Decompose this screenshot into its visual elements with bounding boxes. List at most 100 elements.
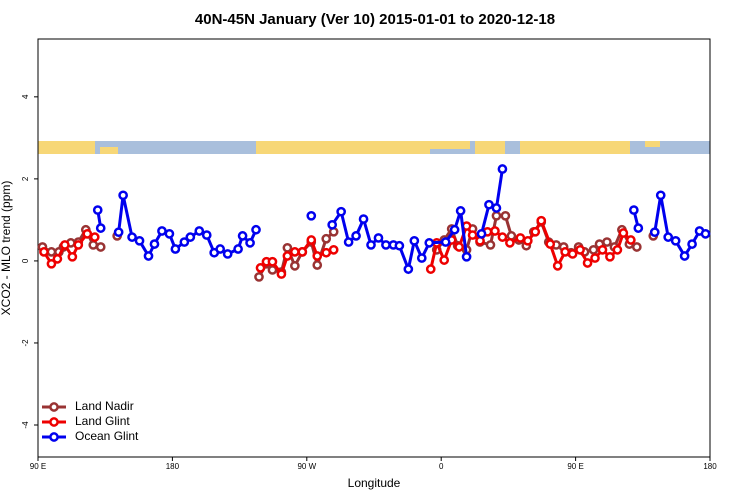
x-tick-label: 90 E [30, 462, 46, 471]
data-point [89, 232, 100, 242]
data-point [490, 226, 500, 236]
data-point [222, 249, 233, 259]
data-point [631, 242, 642, 252]
data-point [381, 240, 391, 250]
legend-marker [49, 432, 59, 442]
data-point [73, 240, 84, 250]
data-point [306, 235, 317, 245]
data-point [522, 235, 533, 246]
data-point [605, 251, 615, 262]
data-point [321, 247, 332, 258]
data-point [425, 264, 436, 274]
data-point [92, 205, 103, 215]
data-point [505, 238, 515, 248]
data-point [567, 249, 578, 259]
data-point [237, 231, 248, 241]
legend-marker [49, 417, 59, 427]
data-point [328, 244, 339, 255]
data-point [663, 232, 674, 242]
data-point [170, 244, 181, 254]
data-point [497, 232, 508, 242]
data-point [321, 233, 332, 244]
data-point [60, 240, 70, 250]
data-point [467, 230, 478, 240]
data-point [276, 269, 287, 279]
x-tick-label: 180 [166, 462, 180, 471]
data-point [590, 253, 600, 263]
y-tick-label: -4 [21, 421, 30, 429]
data-point [127, 232, 137, 242]
data-point [602, 237, 612, 247]
data-point [312, 260, 323, 270]
data-point [394, 240, 405, 251]
data-point [251, 224, 261, 235]
data-point [476, 228, 487, 239]
data-point [297, 247, 308, 257]
data-point [88, 240, 99, 250]
data-point [290, 260, 300, 271]
data-point [255, 263, 266, 273]
legend-label: Land Nadir [75, 399, 134, 413]
data-point [366, 240, 376, 250]
data-point [282, 242, 293, 253]
x-axis-label: Longitude [348, 476, 401, 490]
data-point [290, 247, 300, 257]
data-point [449, 224, 460, 235]
x-tick-label: 90 E [567, 462, 583, 471]
data-point [134, 235, 145, 246]
chart-title: 40N-45N January (Ver 10) 2015-01-01 to 2… [195, 11, 555, 28]
legend-label: Land Glint [75, 414, 130, 428]
data-point [194, 226, 205, 236]
data-point [491, 203, 502, 213]
data-point [582, 258, 593, 268]
data-point [254, 272, 264, 282]
data-point [597, 244, 608, 255]
data-point [679, 251, 690, 261]
data-point [267, 256, 278, 267]
data-point [497, 164, 508, 174]
data-point [618, 228, 629, 238]
data-point [439, 255, 450, 265]
x-tick-label: 0 [439, 462, 444, 471]
data-point [612, 244, 623, 255]
data-point [655, 190, 666, 201]
data-point [484, 199, 494, 210]
data-point [82, 228, 93, 239]
data-point [461, 251, 472, 262]
data-point [179, 237, 190, 247]
data-point [500, 210, 511, 221]
data-point [164, 228, 175, 239]
legend-label: Ocean Glint [75, 429, 139, 443]
data-point [312, 251, 323, 261]
data-point [515, 233, 526, 243]
data-point [491, 210, 502, 221]
data-point [358, 214, 369, 224]
data-point [670, 235, 681, 246]
data-point [633, 223, 644, 233]
data-point [700, 228, 711, 239]
data-point [687, 239, 697, 249]
data-point [143, 251, 154, 261]
data-point [416, 253, 427, 263]
data-point [373, 233, 384, 243]
data-point [626, 235, 636, 245]
data-point [336, 206, 346, 217]
data-point [351, 231, 361, 241]
data-point [485, 240, 496, 250]
data-point [233, 244, 243, 254]
data-point [403, 264, 414, 274]
y-axis-label: XCO2 - MLO trend (ppm) [0, 181, 13, 316]
data-point [409, 235, 420, 246]
data-point [530, 226, 541, 237]
data-point [560, 247, 570, 257]
y-tick-label: 4 [21, 94, 30, 99]
data-point [39, 247, 49, 257]
legend-marker [49, 402, 59, 412]
data-point [46, 247, 57, 257]
data-point [306, 210, 317, 221]
data-point [157, 226, 167, 236]
data-point [201, 230, 212, 240]
data-point [628, 205, 639, 215]
data-point [455, 206, 466, 216]
